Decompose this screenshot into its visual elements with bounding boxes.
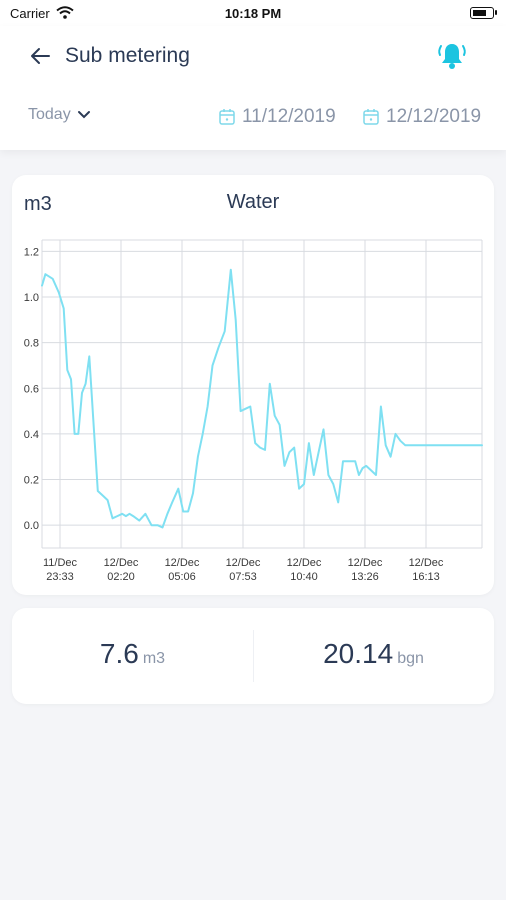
y-tick-label: 1.0	[24, 292, 39, 304]
date-from-label: 11/12/2019	[242, 106, 336, 127]
x-tick-date: 12/Dec	[409, 557, 444, 569]
y-tick-label: 0.0	[24, 520, 39, 532]
date-from-button[interactable]: 11/12/2019	[218, 106, 336, 128]
volume-value: 7.6	[99, 638, 139, 669]
series-line	[41, 268, 483, 529]
x-tick-time: 16:13	[412, 571, 440, 583]
x-tick-date: 12/Dec	[226, 557, 261, 569]
x-tick-date: 12/Dec	[104, 557, 139, 569]
volume-unit: m3	[142, 650, 166, 667]
chevron-down-icon	[77, 111, 90, 119]
date-to-label: 12/12/2019	[386, 106, 482, 127]
carrier-label: Carrier	[10, 6, 50, 21]
bell-icon[interactable]	[436, 40, 468, 72]
x-tick-time: 05:06	[168, 571, 196, 583]
status-time: 10:18 PM	[224, 6, 282, 21]
range-label: Today	[28, 106, 71, 123]
totals-card: 7.6 m3 20.14 bgn	[12, 608, 494, 704]
y-tick-label: 0.4	[24, 429, 39, 441]
wifi-icon	[56, 6, 74, 19]
range-dropdown[interactable]: Today	[28, 106, 91, 124]
y-tick-label: 1.2	[24, 246, 39, 258]
y-tick-label: 0.8	[24, 338, 39, 350]
divider	[253, 630, 254, 682]
x-tick-date: 12/Dec	[287, 557, 322, 569]
x-tick-time: 13:26	[351, 571, 379, 583]
status-bar: Carrier 10:18 PM	[0, 0, 506, 26]
x-tick-date: 11/Dec	[43, 557, 78, 569]
chart-card: m3 Water 0.0 0.2 0.4 0.6 0.8 1.0 1.2 11/Dec 23:3…	[12, 175, 494, 595]
calendar-icon	[363, 109, 379, 125]
x-tick-time: 23:33	[46, 571, 74, 583]
carrier-info: Carrier	[10, 6, 74, 21]
cost-unit: bgn	[397, 650, 424, 667]
y-tick-label: 0.6	[24, 383, 39, 395]
battery-icon	[470, 7, 497, 19]
back-arrow-icon[interactable]	[28, 44, 52, 68]
chart-unit-label: m3	[24, 193, 52, 215]
app-header: Sub metering Today 11/12/2019 12/12/2019	[0, 26, 506, 150]
x-tick-date: 12/Dec	[348, 557, 383, 569]
cost-value: 20.14	[323, 638, 394, 669]
battery-level	[473, 10, 486, 16]
consumption-chart: 0.0 0.2 0.4 0.6 0.8 1.0 1.2 11/Dec 23:33 12/Dec 02…	[24, 239, 483, 583]
page-title: Sub metering	[65, 44, 190, 67]
x-tick-time: 02:20	[107, 571, 135, 583]
x-tick-date: 12/Dec	[165, 557, 200, 569]
y-tick-label: 0.2	[24, 475, 39, 487]
date-to-button[interactable]: 12/12/2019	[362, 106, 481, 128]
cost-total: 20.14 bgn	[253, 638, 494, 670]
x-tick-time: 07:53	[229, 571, 257, 583]
x-tick-time: 10:40	[290, 571, 318, 583]
calendar-icon	[219, 109, 235, 125]
volume-total: 7.6 m3	[12, 638, 253, 670]
chart-title: Water	[226, 191, 280, 213]
